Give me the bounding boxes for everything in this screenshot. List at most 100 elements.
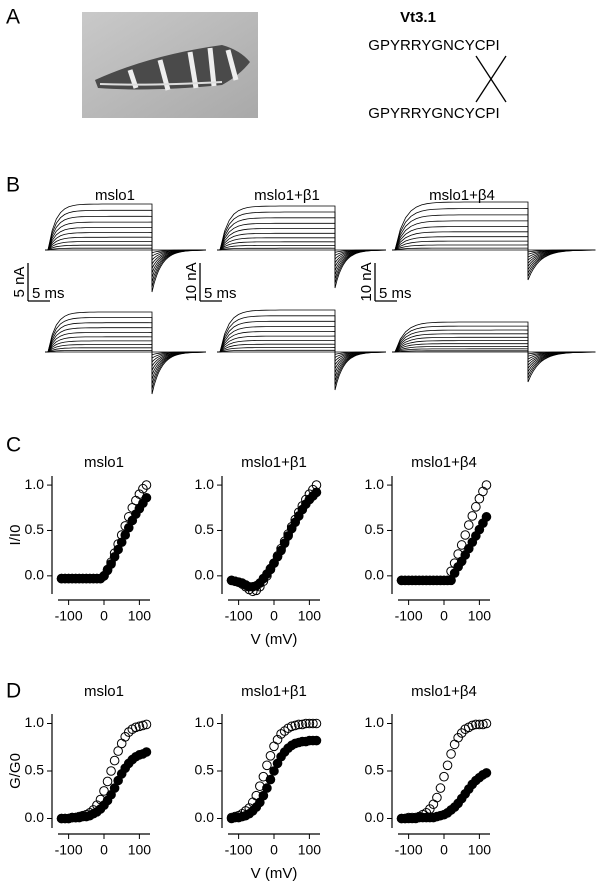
y-tick-label: 1.0 [365,714,385,730]
data-point [467,720,478,731]
data-point [141,719,152,730]
data-point [116,738,127,749]
data-point [435,783,446,793]
data-point [131,722,141,733]
y-tick-label: 0.0 [195,567,215,583]
data-point [265,751,276,761]
current-trace [45,203,206,293]
panel-label: C [6,434,21,457]
data-point [269,766,279,776]
data-point [304,718,315,729]
data-point [439,771,449,782]
data-point [141,747,152,757]
current-trace [45,311,206,395]
x-tick-label: -100 [225,842,253,858]
y-tick-label: 0.0 [365,567,385,583]
data-point [442,760,453,771]
chart-title: mslo1+β1 [241,454,307,471]
data-point [123,727,134,737]
chart-title: mslo1+β1 [241,683,307,700]
x-tick-label: 0 [100,608,108,624]
time-scale: 5 ms [204,285,237,302]
y-axis-label: G/G0 [7,753,24,789]
y-tick-label: 1.0 [365,476,385,492]
time-scale: 5 ms [379,285,412,302]
data-point [481,718,492,729]
data-point [311,735,322,746]
current-scale: 5 nA [11,267,28,298]
y-tick-label: 0.0 [195,809,215,825]
y-tick-label: 0.0 [25,567,45,583]
panel-label: B [6,174,20,197]
y-tick-label: 1.0 [195,714,215,730]
y-tick-label: 0.0 [25,809,45,825]
current-trace [45,215,206,283]
data-point [113,746,123,756]
data-point [432,792,442,803]
data-point [134,721,145,732]
x-tick-label: 0 [100,842,108,858]
x-tick-label: 100 [128,608,152,624]
y-tick-label: 0.5 [25,521,45,537]
x-tick-label: -100 [395,608,423,624]
current-trace [392,321,596,383]
current-trace [392,208,596,277]
panel-label: D [6,680,21,703]
data-point [258,790,269,801]
x-tick-label: -100 [225,608,253,624]
data-point [286,721,297,732]
data-point [474,719,485,730]
current-trace [217,320,386,382]
data-point [102,776,113,787]
peptide-name: Vt3.1 [400,9,436,26]
trace-title: mslo1+β1 [254,187,320,204]
data-point [481,768,492,778]
data-point [463,520,474,530]
data-point [276,729,286,739]
disulfide-cross [475,55,507,103]
sequence: GPYRRYGNCYCPI [368,37,499,54]
data-point [293,719,304,730]
y-tick-label: 0.5 [195,762,215,778]
data-point [308,718,318,729]
data-point [109,755,120,766]
data-point [453,732,463,743]
current-scale: 10 nA [183,262,200,301]
chart-title: mslo1 [84,683,124,700]
x-tick-label: 100 [128,842,152,858]
data-point [141,480,152,490]
data-point [262,760,272,771]
time-scale: 5 ms [32,285,65,302]
x-tick-label: 0 [440,842,448,858]
current-trace [217,309,386,391]
data-point [471,502,481,512]
trace-title: mslo1+β4 [429,187,495,204]
current-trace [45,317,206,390]
x-tick-label: 0 [270,608,278,624]
x-tick-label: 100 [468,842,492,858]
y-tick-label: 1.0 [25,476,45,492]
x-tick-label: 100 [468,608,492,624]
x-tick-label: -100 [55,608,83,624]
data-point [467,511,478,521]
y-tick-label: 1.0 [25,714,45,730]
x-tick-label: -100 [55,842,83,858]
current-trace [217,205,386,289]
data-point [138,483,148,494]
chart-title: mslo1+β4 [411,454,477,471]
data-point [311,487,322,498]
y-tick-label: 0.5 [195,521,215,537]
panel-label: A [6,6,20,29]
data-point [478,486,488,497]
data-point [262,783,272,793]
y-tick-label: 0.0 [365,809,385,825]
x-axis-label: V (mV) [251,865,298,882]
chart-title: mslo1 [84,454,124,471]
x-axis-label: V (mV) [251,631,298,648]
data-point [279,726,290,736]
data-point [460,530,471,540]
data-point [481,512,492,522]
x-tick-label: 100 [298,608,322,624]
x-tick-label: 0 [270,842,278,858]
chart-title: mslo1+β4 [411,683,477,700]
